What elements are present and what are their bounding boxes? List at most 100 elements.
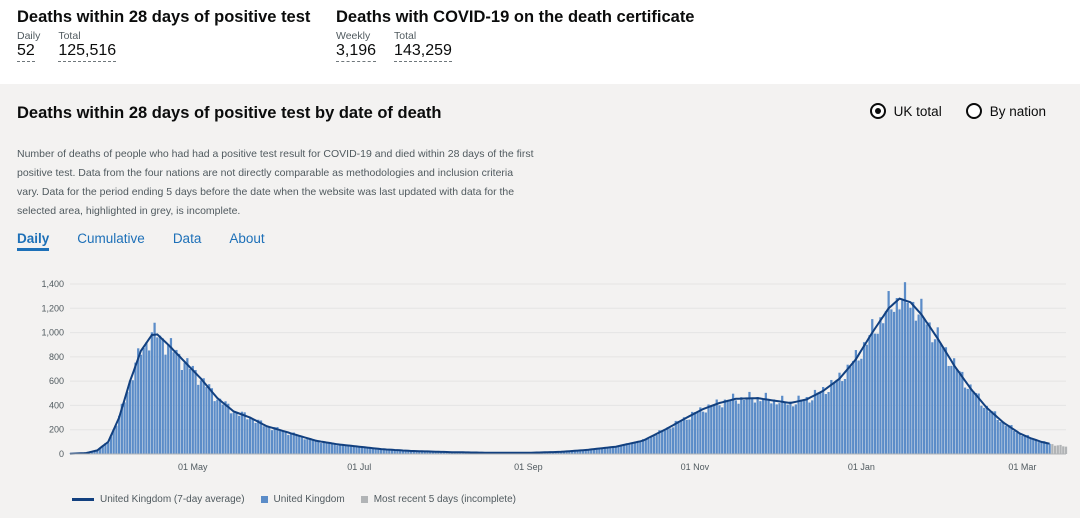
- bar: [991, 411, 994, 454]
- bar: [707, 404, 710, 454]
- bar: [281, 430, 284, 454]
- bar: [371, 448, 375, 454]
- bar: [96, 450, 99, 454]
- tab-data[interactable]: Data: [172, 231, 202, 246]
- bar: [137, 348, 140, 454]
- bar: [369, 448, 372, 454]
- bar: [721, 407, 724, 454]
- radio-by-nation[interactable]: By nation: [965, 103, 1046, 119]
- bar: [197, 384, 200, 454]
- bar: [641, 439, 645, 454]
- daily-value[interactable]: 52: [17, 42, 35, 62]
- bar: [287, 434, 290, 454]
- bar: [93, 451, 96, 454]
- bar: [311, 440, 314, 454]
- y-tick-label: 0: [59, 449, 64, 459]
- bar: [175, 349, 178, 454]
- bar: [595, 448, 598, 454]
- bar: [270, 430, 274, 454]
- bar: [590, 449, 593, 454]
- bar: [560, 451, 563, 454]
- radio-unchecked-icon[interactable]: [965, 103, 982, 119]
- bar: [276, 427, 279, 454]
- x-tick-label: 01 May: [178, 462, 208, 472]
- tab-cumulative[interactable]: Cumulative: [77, 231, 145, 246]
- bar: [644, 438, 647, 454]
- bar: [661, 430, 664, 454]
- total-value[interactable]: 125,516: [58, 42, 117, 62]
- radio-uk-total[interactable]: UK total: [869, 103, 942, 119]
- bar: [243, 412, 246, 454]
- bar: [442, 452, 445, 454]
- bar: [248, 418, 252, 454]
- bar: [150, 332, 153, 454]
- tab-about[interactable]: About: [229, 231, 265, 246]
- bar: [117, 415, 121, 454]
- radio-checked-icon[interactable]: [869, 103, 886, 119]
- bar: [947, 365, 950, 454]
- tab-daily[interactable]: Daily: [17, 231, 50, 251]
- legend-label: Most recent 5 days (incomplete): [373, 494, 516, 505]
- bar: [876, 333, 879, 454]
- bar: [172, 352, 175, 454]
- y-tick-label: 1,200: [41, 303, 64, 313]
- chart-description: Number of deaths of people who had had a…: [17, 148, 534, 217]
- bar: [625, 443, 628, 454]
- bar-swatch-icon: [260, 496, 268, 503]
- bar: [600, 448, 604, 454]
- bar: [996, 419, 999, 454]
- bar: [358, 446, 361, 454]
- bar: [557, 451, 560, 454]
- bar: [202, 378, 205, 454]
- bar: [928, 322, 931, 454]
- bar: [925, 324, 928, 454]
- bar: [974, 393, 978, 454]
- bar: [609, 446, 612, 454]
- weekly-value[interactable]: 3,196: [336, 42, 377, 62]
- legend-item-average: United Kingdom (7-day average): [72, 494, 245, 505]
- bar: [199, 380, 203, 454]
- bar: [650, 436, 653, 454]
- incomplete-bar: [1053, 445, 1057, 454]
- bar: [1015, 432, 1019, 454]
- bar: [909, 307, 912, 454]
- bar: [830, 379, 833, 454]
- bar: [592, 448, 596, 454]
- bar: [887, 291, 890, 454]
- bar: [827, 392, 830, 454]
- bar: [843, 379, 847, 454]
- bar: [366, 447, 369, 454]
- bar: [347, 444, 350, 454]
- bar: [218, 398, 222, 454]
- bar: [914, 320, 918, 454]
- daily-metric: Daily 52: [17, 30, 40, 62]
- x-tick-label: 01 Nov: [681, 462, 710, 472]
- bar: [729, 400, 732, 454]
- bar: [879, 317, 882, 454]
- bar: [731, 393, 735, 454]
- bar: [104, 443, 107, 454]
- bar: [922, 318, 926, 454]
- bar: [718, 405, 721, 454]
- bar: [892, 311, 896, 454]
- y-tick-label: 1,000: [41, 328, 64, 338]
- bar: [674, 420, 677, 454]
- bar: [824, 394, 827, 454]
- bar: [273, 427, 276, 454]
- bar: [980, 405, 983, 454]
- bar: [90, 451, 93, 454]
- bar: [838, 372, 841, 454]
- bar: [890, 309, 893, 454]
- bar: [1004, 425, 1008, 454]
- bar: [767, 399, 770, 454]
- bar: [393, 450, 396, 454]
- total-value[interactable]: 143,259: [394, 42, 452, 62]
- chart-card: Deaths within 28 days of positive test b…: [0, 84, 1080, 518]
- bar: [573, 450, 576, 454]
- legend-item-uk: United Kingdom: [260, 494, 345, 505]
- bar: [123, 402, 126, 454]
- bar: [868, 335, 871, 454]
- bar: [98, 448, 102, 454]
- chart-tabs: Daily Cumulative Data About: [17, 231, 265, 251]
- bar: [901, 300, 904, 454]
